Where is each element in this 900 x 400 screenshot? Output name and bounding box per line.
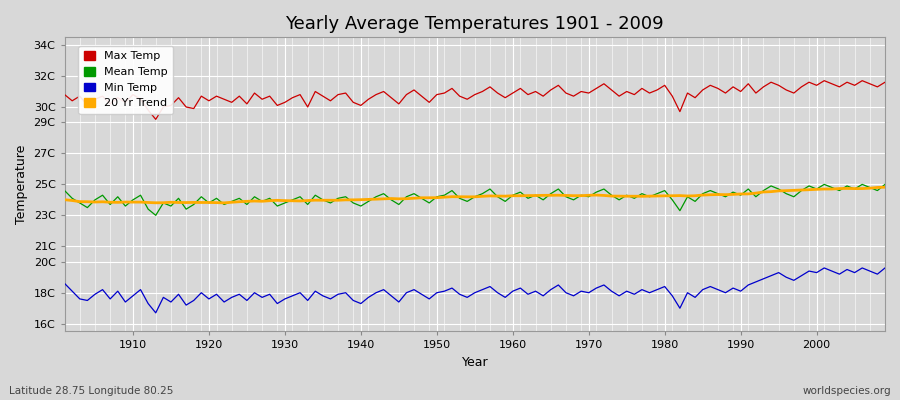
X-axis label: Year: Year [462, 356, 488, 369]
Text: worldspecies.org: worldspecies.org [803, 386, 891, 396]
Y-axis label: Temperature: Temperature [15, 145, 28, 224]
Title: Yearly Average Temperatures 1901 - 2009: Yearly Average Temperatures 1901 - 2009 [285, 15, 664, 33]
Text: Latitude 28.75 Longitude 80.25: Latitude 28.75 Longitude 80.25 [9, 386, 174, 396]
Legend: Max Temp, Mean Temp, Min Temp, 20 Yr Trend: Max Temp, Mean Temp, Min Temp, 20 Yr Tre… [78, 46, 173, 114]
